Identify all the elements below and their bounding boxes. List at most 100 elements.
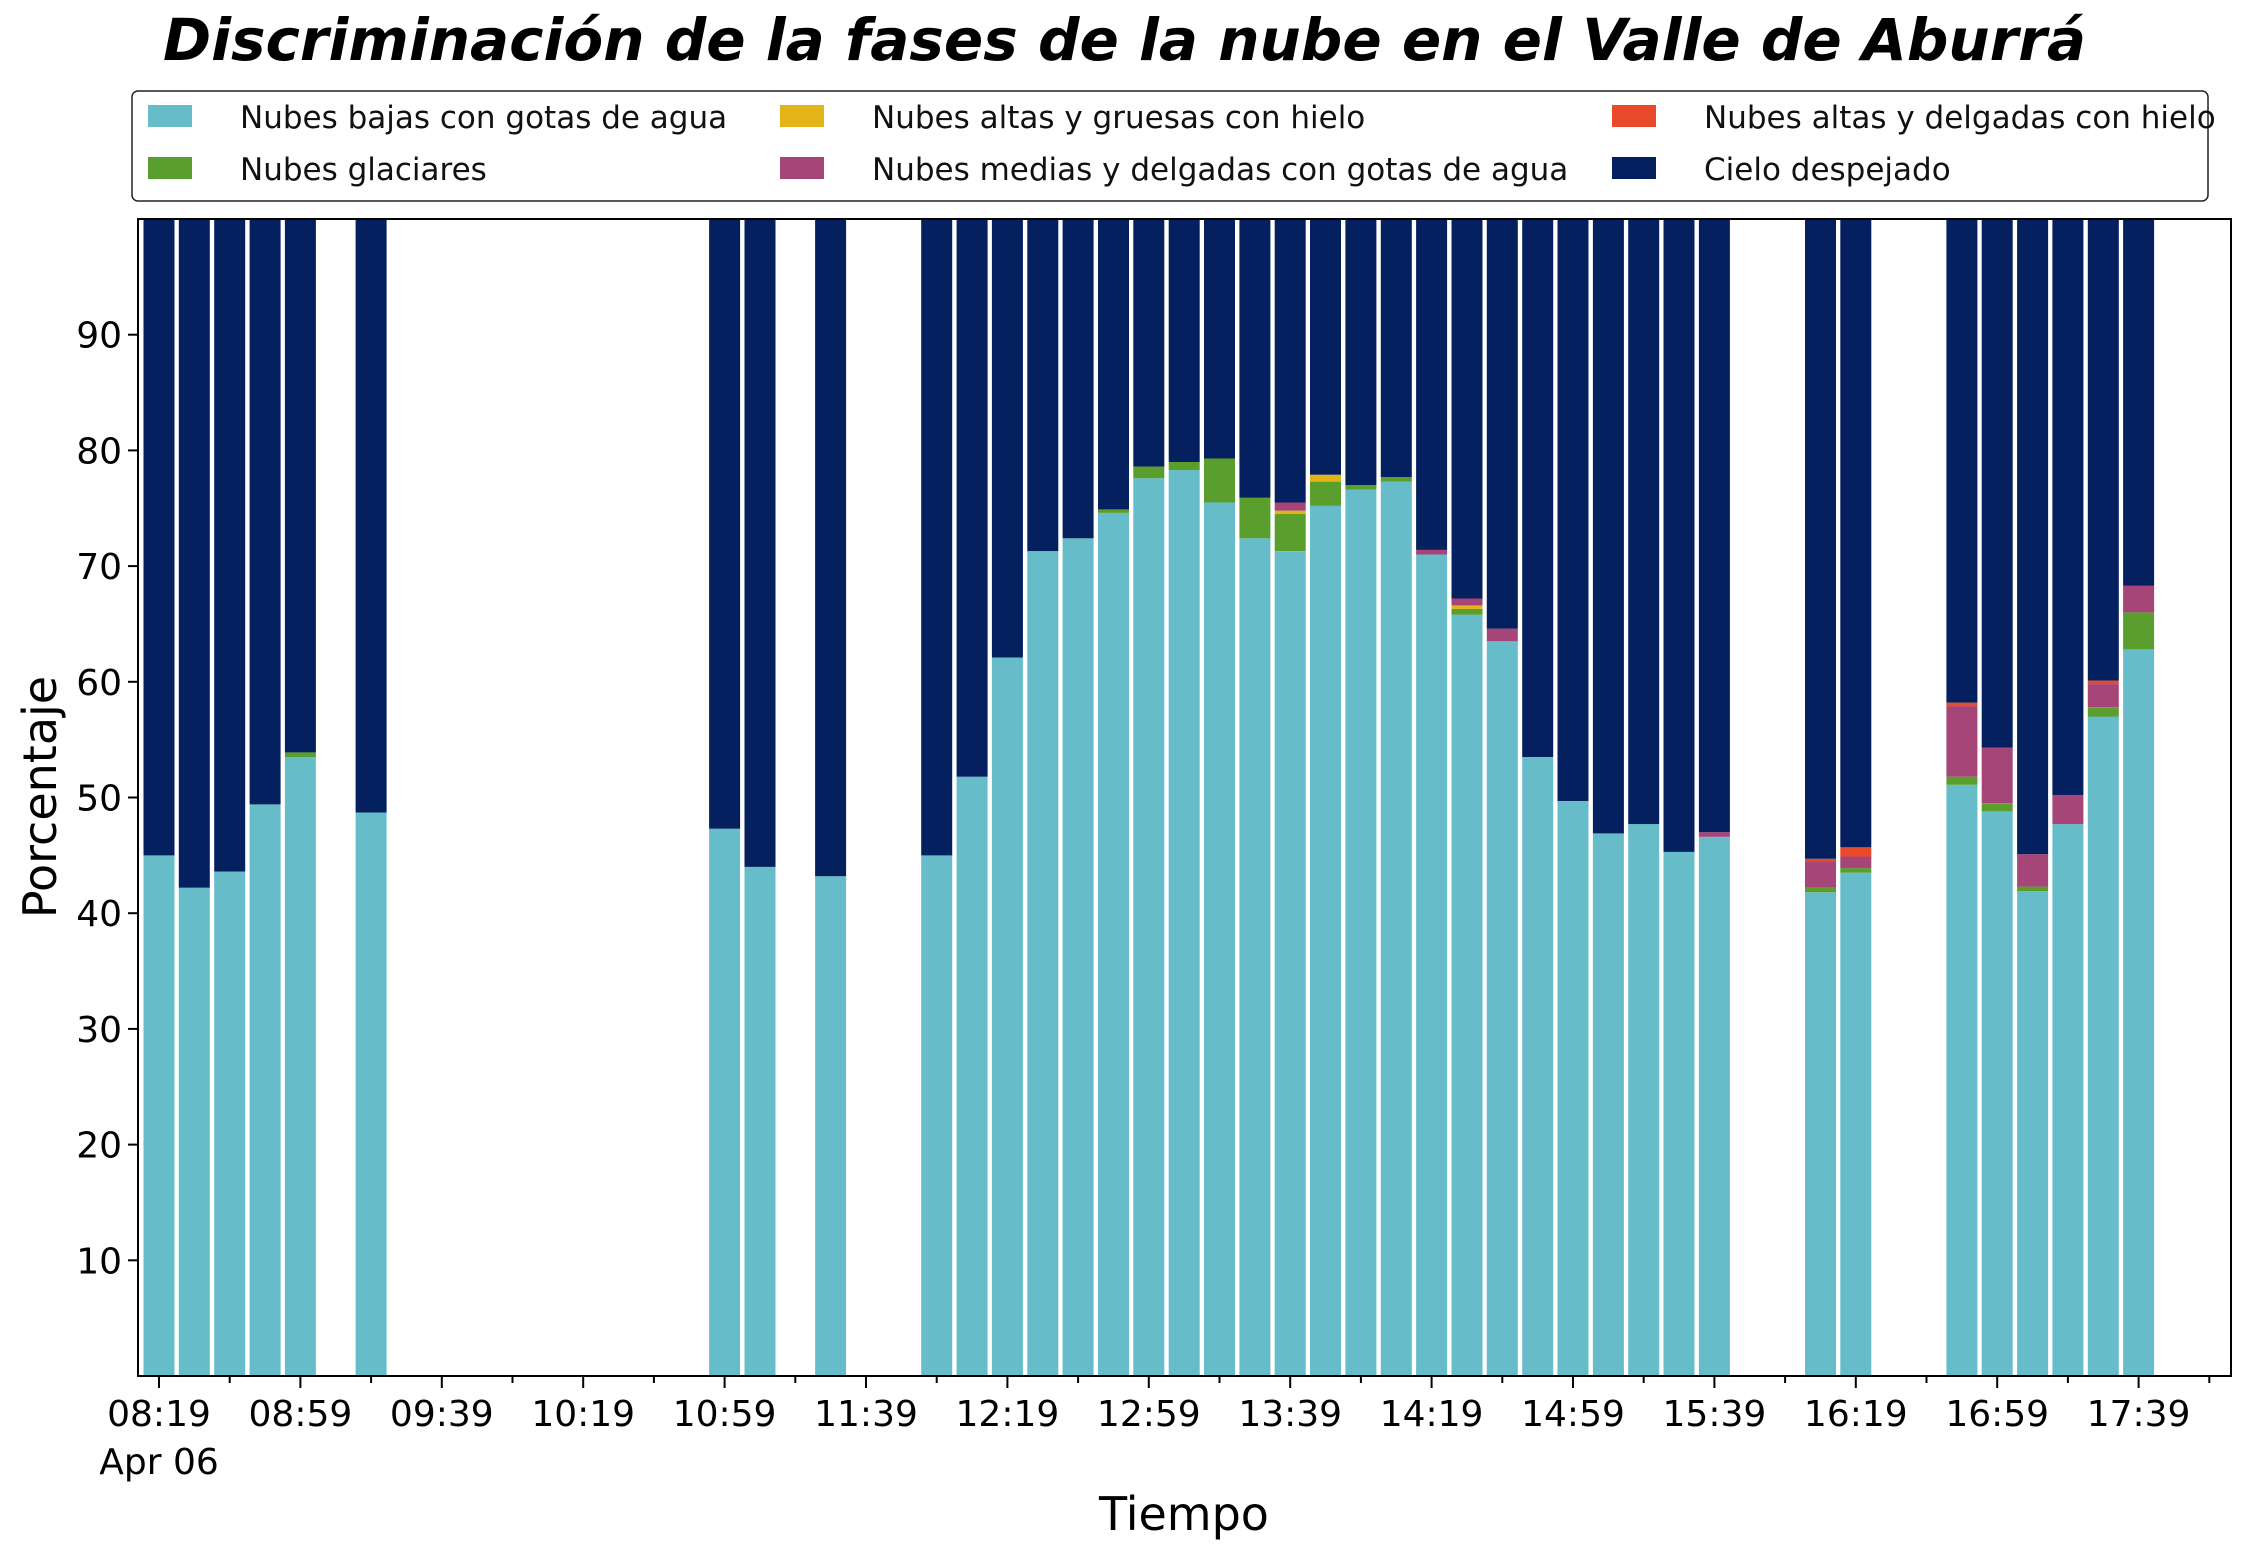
bar-segment-1609-s0 [1805, 892, 1836, 1376]
bar-segment-1739-s5 [2123, 219, 2155, 586]
bar-segment-1349-s5 [1310, 219, 1341, 475]
y-tick-label: 40 [76, 894, 122, 935]
bar-segment-1059-s5 [709, 219, 741, 829]
bar-segment-0819-s0 [143, 855, 175, 1376]
bar-segment-1309-s0 [1168, 470, 1200, 1377]
x-tick-label: 09:39 [390, 1394, 494, 1435]
bar-segment-1319-s5 [1204, 219, 1235, 459]
bar-segment-1429-s5 [1451, 219, 1483, 599]
bar-segment-1409-s1 [1380, 477, 1412, 482]
bar-segment-1539-s0 [1698, 836, 1730, 1376]
bar-segment-1459-s0 [1557, 801, 1589, 1376]
bar-segment-1209-s0 [956, 776, 988, 1376]
x-tick-label: 14:59 [1521, 1394, 1625, 1435]
bar-segment-0919-s0 [355, 812, 387, 1376]
bar-segment-1619-s0 [1840, 872, 1872, 1376]
bar-segment-1409-s5 [1380, 219, 1412, 477]
bar-segment-0919-s5 [355, 219, 387, 813]
legend-frame [131, 90, 2209, 202]
bar-segment-1429-s0 [1451, 614, 1483, 1376]
bar-segment-1159-s0 [921, 855, 953, 1376]
x-tick-label: 08:19 [107, 1394, 211, 1435]
bar-segment-1619-s1 [1840, 868, 1872, 873]
bar-segment-1419-s3 [1416, 549, 1448, 555]
bar-segment-1649-s5 [1946, 219, 1978, 703]
bar-segment-1649-s4 [1946, 702, 1978, 707]
bar-segment-1539-s5 [1698, 219, 1730, 833]
bar-segment-1339-s2 [1274, 510, 1306, 515]
legend-label: Nubes altas y delgadas con hielo [1704, 100, 2216, 136]
legend-swatch [148, 105, 192, 127]
legend-swatch [780, 157, 824, 179]
bar-segment-1339-s3 [1274, 502, 1306, 511]
y-tick-label: 20 [76, 1126, 122, 1167]
bar-segment-1059-s0 [709, 828, 741, 1376]
bar-segment-1259-s1 [1133, 466, 1165, 479]
bar-segment-1229-s0 [1027, 551, 1059, 1376]
bar-segment-1709-s5 [2017, 219, 2049, 855]
bar-segment-1219-s5 [991, 219, 1023, 658]
bar-segment-1339-s1 [1274, 514, 1306, 551]
legend-label: Nubes medias y delgadas con gotas de agu… [872, 152, 1568, 188]
y-tick-label: 30 [76, 1010, 122, 1051]
bar-segment-1209-s5 [956, 219, 988, 777]
bar-segment-1319-s0 [1204, 502, 1235, 1376]
x-tick-label: 08:59 [249, 1394, 353, 1435]
bars-group [143, 219, 2155, 1377]
x-tick-date-label: Apr 06 [99, 1442, 219, 1483]
bar-segment-1359-s0 [1345, 489, 1377, 1376]
x-tick-label: 14:19 [1380, 1394, 1484, 1435]
bar-segment-1719-s3 [2052, 795, 2084, 825]
legend-swatch [1612, 105, 1656, 127]
legend-swatch [148, 157, 192, 179]
bar-segment-1249-s5 [1098, 219, 1129, 510]
bar-segment-1419-s0 [1416, 554, 1448, 1376]
legend-swatch [1612, 157, 1656, 179]
bar-segment-1449-s5 [1522, 219, 1554, 757]
bar-segment-1649-s3 [1946, 706, 1978, 777]
bar-segment-1729-s5 [2087, 219, 2119, 681]
bar-segment-1729-s4 [2087, 680, 2119, 685]
chart-title: Discriminación de la fases de la nube en… [163, 6, 2086, 74]
x-axis-label: Tiempo [1098, 1487, 1269, 1541]
bar-segment-1309-s5 [1168, 219, 1200, 462]
x-tick-label: 10:59 [673, 1394, 777, 1435]
legend-label: Nubes glaciares [240, 152, 487, 188]
y-tick-label: 90 [76, 316, 122, 357]
bar-segment-1439-s0 [1486, 641, 1518, 1376]
bar-segment-1659-s5 [1981, 219, 2013, 748]
bar-segment-0859-s0 [284, 757, 316, 1376]
bar-segment-1359-s1 [1345, 485, 1377, 490]
bar-segment-1449-s0 [1522, 757, 1554, 1376]
bar-segment-1609-s3 [1805, 861, 1836, 888]
bar-segment-0859-s5 [284, 219, 316, 753]
bar-segment-1159-s5 [921, 219, 953, 856]
bar-segment-1659-s1 [1981, 803, 2013, 812]
x-tick-label: 10:19 [531, 1394, 635, 1435]
bar-segment-1339-s0 [1274, 551, 1306, 1376]
bar-segment-1659-s3 [1981, 747, 2013, 804]
bar-segment-1459-s5 [1557, 219, 1589, 801]
y-tick-label: 10 [76, 1241, 122, 1282]
bar-segment-1609-s4 [1805, 858, 1836, 862]
y-tick-label: 70 [76, 547, 122, 588]
bar-segment-1719-s5 [2052, 219, 2084, 796]
bar-segment-1439-s3 [1486, 628, 1518, 642]
bar-segment-0849-s5 [249, 219, 281, 805]
bar-segment-1349-s0 [1310, 505, 1341, 1376]
bar-segment-1729-s1 [2087, 707, 2119, 717]
bar-segment-0819-s5 [143, 219, 175, 856]
y-axis-label: Porcentaje [13, 676, 67, 918]
bar-segment-0829-s0 [178, 887, 210, 1376]
legend-label: Nubes altas y gruesas con hielo [872, 100, 1365, 136]
x-tick-label: 17:39 [2087, 1394, 2191, 1435]
bar-segment-1659-s0 [1981, 811, 2013, 1376]
bar-segment-0829-s5 [178, 219, 210, 888]
bar-segment-1359-s5 [1345, 219, 1377, 486]
bar-segment-1439-s5 [1486, 219, 1518, 629]
x-tick-label: 16:19 [1804, 1394, 1908, 1435]
y-tick-label: 50 [76, 779, 122, 820]
bar-segment-1519-s5 [1628, 219, 1660, 825]
bar-segment-1349-s1 [1310, 481, 1341, 506]
